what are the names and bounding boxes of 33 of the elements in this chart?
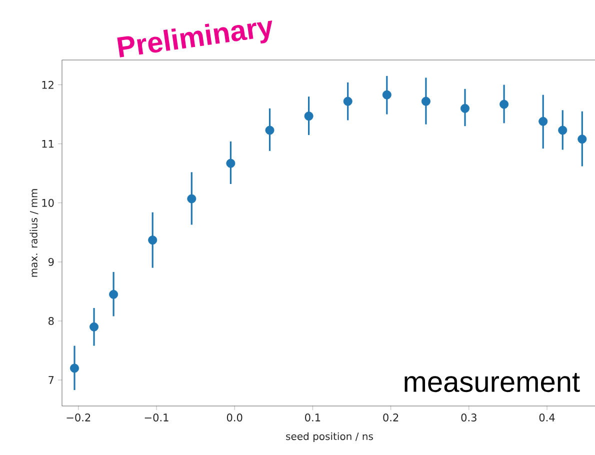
text: Preliminary — [117, 20, 272, 58]
point — [187, 194, 196, 204]
point — [265, 126, 274, 135]
y-tick-label: 10 — [42, 198, 54, 207]
y-axis-title: max. radius / mm — [30, 189, 38, 277]
annotation: measurement — [404, 373, 580, 392]
point — [70, 364, 79, 373]
x-tick-label: −0.1 — [144, 414, 168, 422]
point — [226, 158, 236, 168]
point — [558, 126, 568, 135]
point — [148, 236, 158, 245]
x-axis-title: seed position / ns — [286, 432, 373, 442]
point — [304, 112, 314, 121]
y-tick-label: 7 — [48, 376, 54, 384]
point — [343, 96, 352, 106]
point — [500, 100, 509, 109]
y-tick-label: 8 — [48, 316, 54, 325]
x-tick-label: 0.2 — [383, 414, 398, 422]
point — [382, 90, 392, 100]
x-tick-label: 0.3 — [461, 414, 476, 422]
point — [578, 134, 587, 144]
y-tick-label: 9 — [48, 258, 54, 266]
point — [109, 290, 118, 299]
point — [90, 322, 99, 332]
point — [421, 96, 430, 106]
point — [538, 116, 548, 126]
x-tick-label: 0.1 — [305, 414, 320, 422]
y-tick-label: 12 — [42, 80, 54, 89]
x-tick-label: 0.4 — [539, 414, 555, 422]
x-tick-label: −0.2 — [66, 414, 90, 422]
point — [460, 104, 470, 113]
y-tick-label: 11 — [42, 140, 54, 148]
x-tick-label: 0.0 — [226, 414, 242, 422]
